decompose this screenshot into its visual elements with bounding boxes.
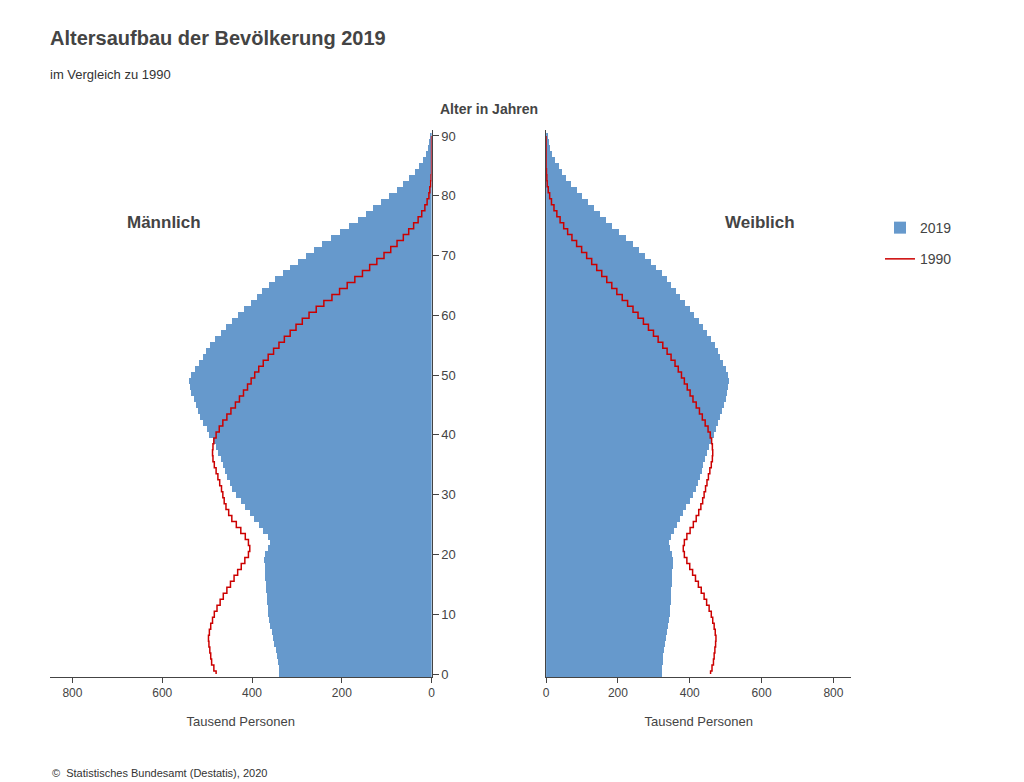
svg-text:© Statistisches Bundesamt (De: © Statistisches Bundesamt (Destatis), 20… (52, 767, 267, 779)
svg-text:50: 50 (441, 368, 455, 383)
svg-text:200: 200 (332, 686, 352, 700)
svg-text:200: 200 (608, 686, 628, 700)
svg-text:Alter in Jahren: Alter in Jahren (440, 101, 538, 117)
svg-text:im Vergleich zu 1990: im Vergleich zu 1990 (50, 67, 171, 82)
svg-text:600: 600 (152, 686, 172, 700)
svg-text:60: 60 (441, 308, 455, 323)
svg-text:Weiblich: Weiblich (725, 213, 795, 232)
svg-text:800: 800 (62, 686, 82, 700)
svg-text:400: 400 (680, 686, 700, 700)
svg-text:70: 70 (441, 248, 455, 263)
svg-text:20: 20 (441, 547, 455, 562)
svg-text:10: 10 (441, 607, 455, 622)
svg-text:Männlich: Männlich (127, 213, 201, 232)
svg-text:Altersaufbau der Bevölkerung 2: Altersaufbau der Bevölkerung 2019 (50, 27, 386, 49)
svg-text:600: 600 (752, 686, 772, 700)
svg-text:400: 400 (242, 686, 262, 700)
svg-text:40: 40 (441, 427, 455, 442)
svg-text:2019: 2019 (920, 220, 951, 236)
svg-text:Tausend Personen: Tausend Personen (187, 714, 295, 729)
svg-text:0: 0 (428, 686, 435, 700)
svg-text:80: 80 (441, 188, 455, 203)
svg-text:Tausend Personen: Tausend Personen (645, 714, 753, 729)
svg-text:1990: 1990 (920, 251, 951, 267)
svg-text:0: 0 (543, 686, 550, 700)
svg-text:90: 90 (441, 129, 455, 144)
svg-text:800: 800 (823, 686, 843, 700)
svg-text:30: 30 (441, 487, 455, 502)
svg-text:0: 0 (441, 667, 448, 682)
